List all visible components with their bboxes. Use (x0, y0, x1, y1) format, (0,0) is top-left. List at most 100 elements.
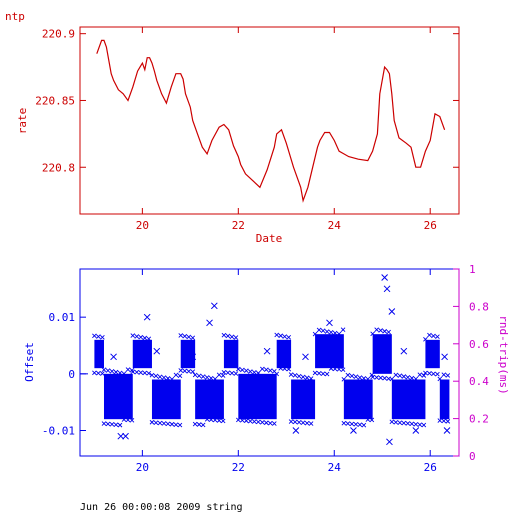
offset-marker (101, 421, 107, 426)
offset-outlier-marker (302, 353, 309, 361)
offset-marker (389, 419, 395, 425)
offset-outlier-marker (122, 432, 129, 440)
offset-marker (113, 422, 119, 428)
offset-marker (409, 421, 415, 427)
offset-marker (229, 334, 235, 340)
offset-marker (233, 335, 239, 340)
offset-marker (370, 331, 375, 337)
offset-marker (173, 372, 179, 378)
offset-marker (423, 370, 428, 376)
offset-marker (221, 370, 227, 375)
offset-marker (130, 333, 136, 338)
rate-x-tick-label: 20 (136, 219, 149, 232)
offset-marker (259, 420, 265, 425)
offset-marker (431, 371, 436, 377)
offset-marker (192, 372, 198, 378)
offset-marker (259, 366, 265, 372)
offset-marker (149, 419, 155, 425)
offset-band (291, 379, 316, 420)
offset-marker (178, 368, 184, 373)
offset-outlier-marker (443, 427, 451, 434)
offset-marker (165, 421, 171, 427)
offset-marker (274, 332, 280, 338)
offset-marker (435, 334, 440, 340)
offset-outlier-marker (143, 313, 151, 321)
offset-marker (361, 422, 367, 428)
offset-band (103, 373, 133, 420)
offset-marker (340, 327, 346, 333)
offset-marker (178, 333, 184, 338)
round-trip-y-tick-label: 0.6 (469, 338, 489, 351)
offset-marker (435, 371, 440, 377)
offset-band (195, 379, 224, 420)
offset-marker (332, 366, 338, 372)
offset-marker (146, 336, 152, 342)
offset-marker (286, 366, 292, 372)
round-trip-y-tick-label: 0.2 (469, 413, 489, 426)
offset-marker (304, 420, 310, 426)
offset-marker (121, 417, 127, 422)
offset-marker (282, 334, 288, 339)
offset-marker (308, 421, 314, 426)
offset-marker (437, 418, 443, 423)
round-trip-y-tick-label: 1 (469, 263, 476, 276)
offset-outlier-marker (117, 432, 125, 440)
offset-outlier-marker (381, 274, 388, 281)
rate-y-axis-label: rate (16, 108, 29, 135)
offset-marker (204, 416, 210, 422)
offset-marker (100, 335, 105, 340)
offset-outlier-marker (386, 438, 393, 446)
offset-marker (146, 371, 152, 376)
offset-marker (386, 329, 391, 335)
offset-marker (92, 333, 97, 339)
offset-marker (300, 374, 306, 380)
offset-band (372, 334, 392, 374)
offset-panel: 20 22 24 26 -0.01 0 0.01 0 0.2 0.4 0.6 0.8 1 Offse… (23, 263, 510, 474)
offset-marker (247, 418, 253, 424)
offset-marker (208, 375, 214, 381)
offset-band (343, 379, 373, 420)
offset-marker (182, 333, 188, 339)
offset-band (223, 339, 239, 369)
offset-marker (153, 420, 159, 425)
offset-marker (320, 328, 326, 334)
offset-band (439, 379, 450, 420)
offset-marker (365, 417, 371, 422)
offset-marker (216, 418, 222, 423)
offset-band (132, 339, 152, 369)
offset-marker (263, 367, 269, 373)
offset-marker (393, 372, 399, 378)
rate-x-tick-label: 24 (328, 219, 342, 232)
offset-marker (437, 376, 443, 382)
offset-marker (142, 335, 148, 341)
offset-band (391, 379, 426, 420)
offset-marker (445, 373, 451, 378)
offset-marker (204, 375, 210, 380)
offset-marker (341, 420, 347, 426)
offset-marker (308, 376, 314, 381)
offset-marker (200, 422, 206, 428)
offset-marker (220, 373, 226, 378)
offset-marker (345, 421, 351, 426)
offset-marker (263, 420, 269, 426)
offset-marker (251, 370, 257, 375)
offset-marker (423, 336, 428, 342)
offset-marker (296, 420, 302, 425)
offset-outlier-marker (153, 347, 161, 355)
offset-y-axis-label: Offset (23, 342, 36, 382)
offset-outlier-marker (110, 353, 117, 361)
offset-marker (165, 376, 171, 381)
offset-marker (353, 374, 359, 380)
offset-marker (365, 376, 371, 382)
offset-marker (421, 422, 427, 428)
offset-marker (296, 373, 302, 379)
offset-marker (138, 334, 144, 340)
offset-marker (233, 371, 239, 376)
offset-marker (441, 372, 447, 378)
offset-marker (138, 370, 144, 375)
offset-marker (267, 420, 273, 426)
offset-marker (117, 422, 123, 428)
offset-marker (243, 418, 249, 424)
rate-panel: 20 22 24 26 220.8 220.85 220.9 ntp rate Date (5, 10, 460, 245)
